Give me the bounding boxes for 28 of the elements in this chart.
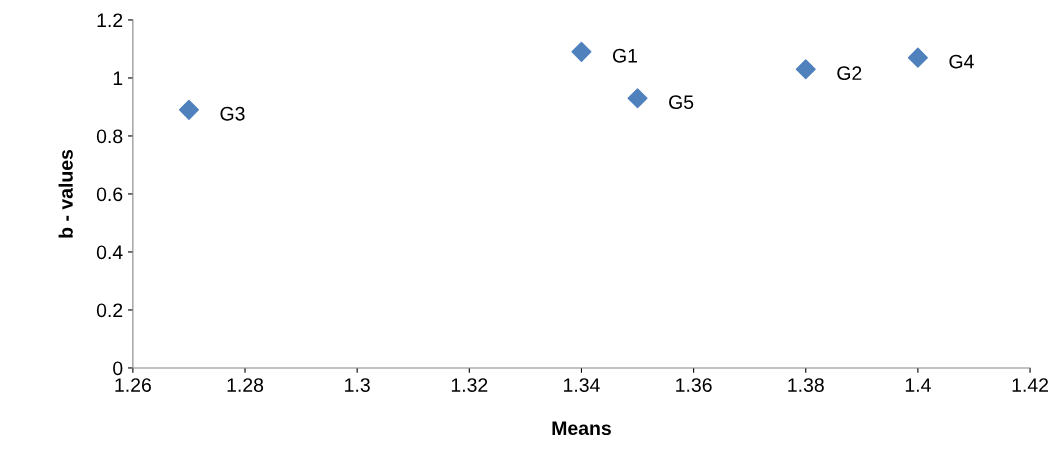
- y-tick-label: 1: [113, 71, 123, 85]
- y-tick-label: 0.2: [96, 303, 123, 318]
- point: [627, 88, 648, 109]
- point: [571, 41, 592, 62]
- x-tick-label: 1.28: [227, 378, 264, 392]
- x-tick-label: 1.38: [788, 378, 824, 392]
- annotation: G2: [837, 66, 862, 81]
- y-tick-label: 1.2: [97, 13, 123, 27]
- y-axis-title: b - values: [58, 149, 73, 238]
- y-tick-label: 0.4: [96, 245, 123, 260]
- x-tick-label: 1.34: [564, 378, 600, 392]
- annotation: G1: [612, 48, 638, 63]
- point: [795, 59, 816, 80]
- x-tick-label: 1.26: [115, 378, 151, 392]
- y-tick-label: 0.6: [96, 187, 123, 202]
- x-tick-label: 1.42: [1012, 378, 1048, 392]
- annotation: G5: [669, 95, 694, 110]
- point: [907, 47, 928, 68]
- x-tick-label: 1.32: [451, 378, 488, 392]
- annotation: G3: [220, 106, 245, 121]
- x-tick-label: 1.4: [905, 378, 931, 392]
- x-tick-label: 1.36: [676, 378, 712, 392]
- y-tick-label: 0: [113, 361, 123, 376]
- annotation: G4: [949, 54, 974, 69]
- x-tick-label: 1.3: [345, 378, 370, 392]
- y-tick-label: 0.8: [96, 129, 123, 144]
- x-axis-title: Means: [552, 421, 611, 436]
- point: [178, 99, 199, 120]
